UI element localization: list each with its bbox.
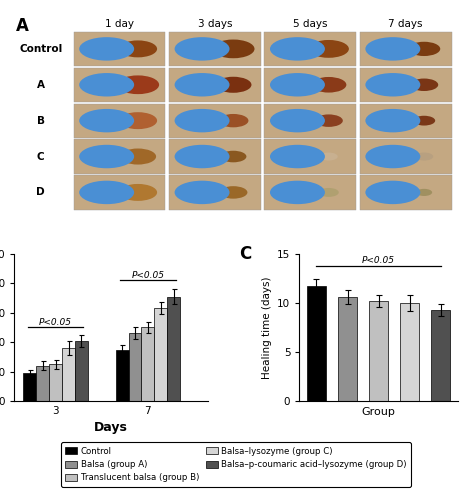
Ellipse shape — [365, 109, 421, 132]
Ellipse shape — [79, 73, 134, 96]
Text: A: A — [17, 17, 29, 35]
Ellipse shape — [416, 189, 432, 196]
Bar — [128, 334, 142, 401]
Bar — [360, 68, 452, 102]
Bar — [360, 104, 452, 138]
Bar — [360, 32, 452, 66]
Bar — [169, 104, 261, 138]
Ellipse shape — [218, 114, 248, 128]
Bar — [116, 350, 128, 401]
Bar — [167, 296, 180, 401]
Ellipse shape — [270, 109, 325, 132]
Bar — [169, 32, 261, 66]
Bar — [169, 68, 261, 102]
Ellipse shape — [365, 73, 421, 96]
Ellipse shape — [117, 76, 159, 94]
Ellipse shape — [365, 180, 421, 204]
Bar — [264, 176, 356, 210]
Ellipse shape — [175, 180, 229, 204]
Bar — [264, 32, 356, 66]
Ellipse shape — [309, 40, 349, 58]
Bar — [24, 373, 36, 401]
Legend: Control, Balsa (group A), Translucent balsa (group B), Balsa–lysozyme (group C),: Control, Balsa (group A), Translucent ba… — [61, 442, 411, 486]
Y-axis label: Healing time (days): Healing time (days) — [261, 276, 271, 378]
Bar — [74, 176, 166, 210]
Ellipse shape — [79, 145, 134, 169]
Ellipse shape — [215, 76, 252, 93]
Bar — [400, 303, 419, 401]
Bar — [360, 140, 452, 173]
Ellipse shape — [219, 186, 247, 198]
Text: 5 days: 5 days — [293, 19, 328, 29]
Text: C: C — [37, 152, 44, 162]
Ellipse shape — [118, 184, 157, 201]
Bar — [264, 140, 356, 173]
Text: 1 day: 1 day — [105, 19, 134, 29]
Ellipse shape — [79, 37, 134, 60]
Text: P<0.05: P<0.05 — [131, 270, 164, 280]
Ellipse shape — [365, 37, 421, 60]
Ellipse shape — [118, 40, 157, 58]
Ellipse shape — [175, 37, 229, 60]
Ellipse shape — [220, 150, 246, 162]
Ellipse shape — [118, 112, 157, 129]
Ellipse shape — [79, 109, 134, 132]
Bar — [75, 340, 88, 401]
Text: C: C — [239, 245, 252, 263]
Ellipse shape — [408, 42, 440, 56]
Bar — [74, 104, 166, 138]
Bar — [154, 308, 167, 401]
Ellipse shape — [319, 188, 339, 197]
Ellipse shape — [175, 145, 229, 169]
Ellipse shape — [79, 180, 134, 204]
Ellipse shape — [413, 116, 435, 126]
Bar — [36, 366, 49, 401]
Ellipse shape — [175, 109, 229, 132]
Ellipse shape — [311, 77, 346, 92]
Bar — [264, 104, 356, 138]
Bar — [169, 176, 261, 210]
Ellipse shape — [415, 152, 433, 160]
Ellipse shape — [270, 73, 325, 96]
Bar — [360, 176, 452, 210]
Bar — [74, 32, 166, 66]
Bar — [74, 68, 166, 102]
Ellipse shape — [270, 37, 325, 60]
Ellipse shape — [270, 145, 325, 169]
Text: P<0.05: P<0.05 — [39, 318, 72, 327]
Text: 3 days: 3 days — [198, 19, 232, 29]
Bar — [74, 140, 166, 173]
Text: B: B — [37, 116, 45, 126]
Bar — [142, 328, 154, 401]
Ellipse shape — [212, 40, 254, 58]
Text: 7 days: 7 days — [388, 19, 423, 29]
Ellipse shape — [175, 73, 229, 96]
Text: A: A — [37, 80, 45, 90]
Ellipse shape — [270, 180, 325, 204]
Text: Control: Control — [19, 44, 62, 54]
Bar — [49, 364, 62, 401]
Ellipse shape — [365, 145, 421, 169]
Bar — [307, 286, 326, 401]
Ellipse shape — [320, 152, 338, 160]
X-axis label: Group: Group — [362, 406, 396, 416]
Bar — [169, 140, 261, 173]
Ellipse shape — [410, 78, 438, 91]
Ellipse shape — [314, 114, 343, 127]
Bar — [431, 310, 450, 401]
Ellipse shape — [120, 148, 156, 164]
Bar — [62, 348, 75, 401]
Bar — [338, 297, 357, 401]
Text: D: D — [36, 188, 45, 198]
Text: P<0.05: P<0.05 — [362, 256, 395, 264]
X-axis label: Days: Days — [94, 422, 128, 434]
Bar — [264, 68, 356, 102]
Bar — [369, 301, 388, 401]
